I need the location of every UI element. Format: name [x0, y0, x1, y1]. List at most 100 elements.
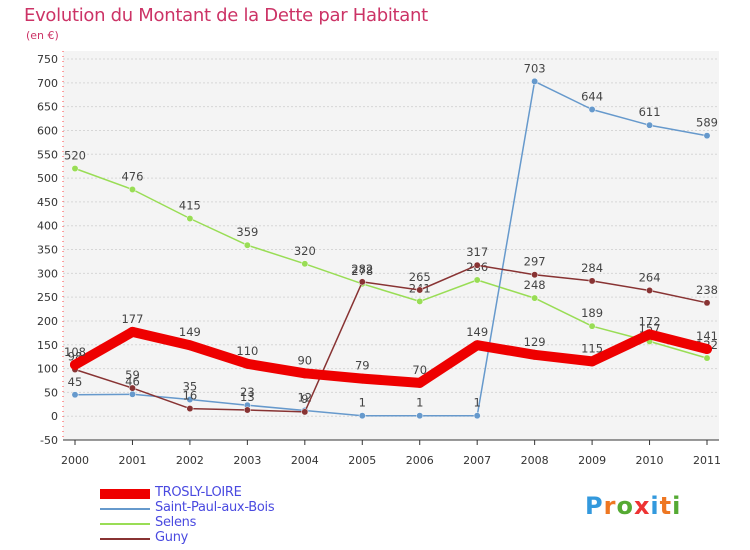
data-label: 9	[301, 392, 308, 406]
y-tick-label: 300	[37, 267, 58, 280]
x-tick-label: 2002	[176, 454, 204, 467]
data-point	[531, 77, 539, 85]
data-point	[301, 408, 309, 416]
data-label: 317	[466, 245, 488, 259]
y-tick-label: 350	[37, 244, 58, 257]
x-tick-label: 2009	[578, 454, 606, 467]
x-tick-label: 2007	[463, 454, 491, 467]
x-tick-label: 2001	[118, 454, 146, 467]
chart-subtitle: (en €)	[26, 29, 59, 42]
data-label: 108	[64, 345, 86, 359]
series-line	[70, 326, 712, 388]
y-tick-label: 200	[37, 315, 58, 328]
y-tick-label: 500	[37, 172, 58, 185]
data-label: 297	[524, 255, 546, 269]
y-tick-label: -50	[40, 434, 58, 447]
y-tick-label: 550	[37, 148, 58, 161]
data-point	[702, 344, 712, 355]
y-tick-label: 250	[37, 291, 58, 304]
series-line	[74, 167, 708, 359]
data-point	[646, 121, 653, 129]
y-tick-label: 450	[37, 196, 58, 209]
data-point	[243, 241, 251, 249]
data-label: 149	[466, 325, 488, 339]
data-label: 45	[68, 375, 83, 389]
logo-letter: x	[633, 492, 651, 520]
data-label: 149	[179, 325, 201, 339]
data-label: 129	[524, 335, 546, 349]
data-point	[472, 340, 483, 351]
data-label: 278	[351, 264, 373, 278]
data-point	[243, 406, 251, 414]
data-label: 611	[639, 105, 661, 119]
y-tick-label: 750	[37, 53, 58, 66]
x-tick-label: 2010	[636, 454, 664, 467]
data-label: 177	[121, 312, 143, 326]
x-tick-label: 2005	[348, 454, 376, 467]
data-label: 141	[696, 329, 718, 343]
logo-letter: i	[650, 492, 660, 520]
data-label: 320	[294, 244, 316, 258]
x-tick-label: 2008	[521, 454, 549, 467]
data-label: 70	[412, 363, 427, 377]
data-point	[416, 297, 424, 305]
data-point	[358, 412, 366, 420]
data-label: 520	[64, 149, 86, 163]
data-label: 476	[121, 169, 143, 183]
data-label: 115	[581, 341, 603, 355]
legend-swatch	[100, 508, 150, 510]
data-label: 284	[581, 261, 603, 275]
data-point	[414, 377, 425, 388]
data-point	[588, 106, 596, 113]
data-label: 644	[581, 89, 603, 103]
y-tick-label: 100	[37, 363, 58, 376]
proxiti-logo: Proxiti	[585, 492, 681, 520]
chart-title: Evolution du Montant de la Dette par Hab…	[24, 5, 428, 26]
data-label: 13	[240, 390, 255, 404]
data-label: 1	[359, 396, 366, 410]
data-point	[531, 271, 539, 279]
series-line	[74, 80, 708, 417]
data-point	[186, 405, 194, 413]
data-point	[473, 276, 481, 284]
legend-label: Guny	[155, 530, 189, 545]
data-point	[416, 286, 424, 294]
data-point	[587, 356, 598, 367]
legend-swatch	[100, 523, 150, 525]
legend-label: Selens	[155, 515, 197, 530]
data-label: 703	[524, 61, 546, 75]
data-label: 110	[236, 344, 258, 358]
data-point	[588, 322, 596, 330]
x-tick-label: 2000	[61, 454, 89, 467]
y-tick-label: 150	[37, 339, 58, 352]
y-tick-label: 600	[37, 124, 58, 137]
data-label: 59	[125, 368, 140, 382]
x-tick-label: 2006	[406, 454, 434, 467]
data-label: 1	[416, 396, 423, 410]
legend-label: TROSLY-LOIRE	[155, 485, 242, 500]
data-label: 79	[355, 359, 370, 373]
data-point	[358, 278, 366, 286]
x-tick-label: 2004	[291, 454, 319, 467]
data-label: 172	[639, 314, 661, 328]
data-label: 265	[409, 270, 431, 284]
x-tick-label: 2003	[233, 454, 261, 467]
y-tick-label: 50	[44, 386, 58, 399]
data-label: 359	[236, 225, 258, 239]
data-point	[473, 261, 481, 269]
y-tick-label: 0	[51, 410, 58, 423]
legend-label: Saint-Paul-aux-Bois	[155, 500, 275, 515]
data-point	[529, 349, 540, 360]
data-label: 23	[240, 385, 255, 399]
data-label: 238	[696, 283, 718, 297]
data-point	[71, 165, 79, 172]
data-point	[473, 412, 481, 420]
data-point	[242, 358, 253, 369]
data-point	[127, 326, 138, 337]
data-point	[301, 260, 309, 268]
y-tick-label: 700	[37, 77, 58, 90]
data-point	[703, 132, 711, 140]
data-point	[531, 294, 539, 302]
